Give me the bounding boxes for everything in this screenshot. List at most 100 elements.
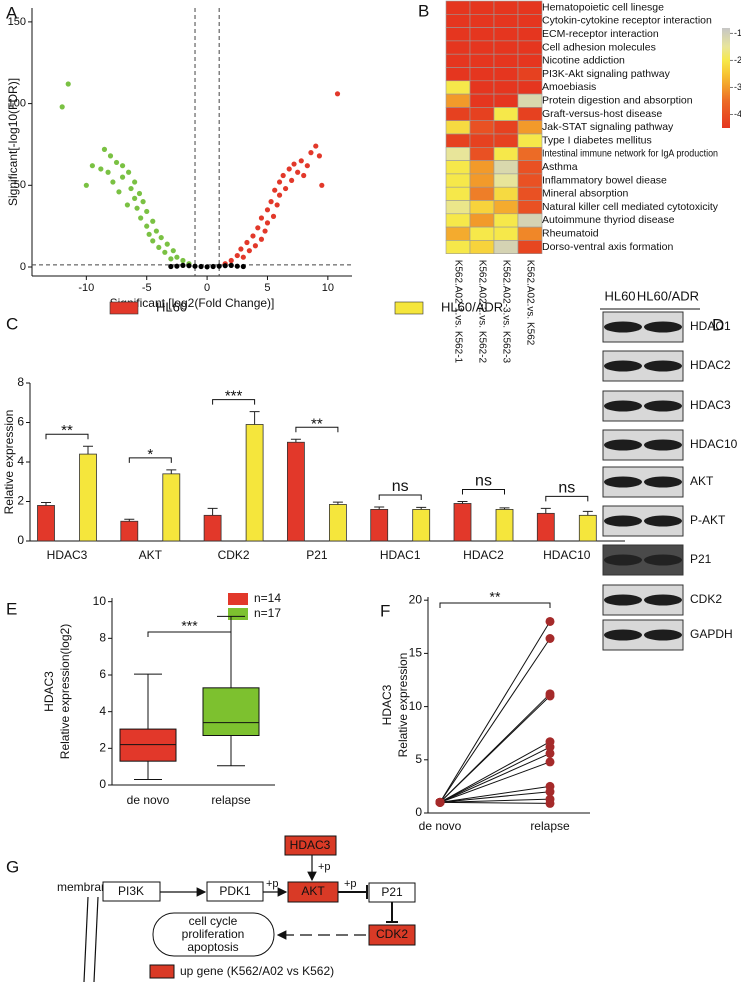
bar — [79, 453, 97, 542]
significance-label: ** — [311, 415, 323, 432]
point — [274, 202, 280, 208]
error-bar — [249, 411, 260, 425]
y-tick-label: 10 — [409, 699, 423, 713]
x-tick-label: HDAC2 — [463, 548, 504, 562]
significance-bracket — [378, 494, 422, 501]
y-axis-label: Relative expression — [396, 653, 410, 758]
point — [162, 249, 168, 255]
outcome-label: apoptosis — [187, 940, 238, 954]
row-label: Cell adhesion molecules — [542, 41, 656, 53]
bar — [412, 508, 431, 542]
point — [252, 243, 258, 249]
significance-label: ** — [61, 422, 73, 439]
y-tick-label: 8 — [17, 375, 24, 389]
significance-bracket — [45, 433, 89, 440]
bar — [162, 473, 181, 542]
point — [144, 208, 150, 215]
phos-label: +p — [344, 878, 357, 890]
heat-cell — [517, 53, 543, 68]
bar — [495, 508, 514, 542]
heat-cell — [493, 133, 519, 148]
point — [119, 163, 126, 169]
membrane-label: membrane — [57, 880, 115, 894]
heat-cell — [469, 80, 495, 95]
pair-line — [439, 695, 551, 803]
blot-band — [604, 400, 642, 412]
point — [222, 263, 228, 269]
point — [308, 150, 314, 156]
column-label: K562.A02-2.vs. K562-2 — [476, 260, 487, 364]
heat-cell — [445, 14, 471, 28]
node-label: HDAC3 — [290, 838, 331, 852]
point — [107, 153, 114, 159]
significance-label: ns — [475, 473, 492, 490]
error-bar — [124, 518, 135, 522]
point — [282, 185, 289, 192]
blot-band — [604, 360, 642, 372]
heat-cell — [445, 93, 471, 108]
point — [258, 215, 265, 221]
heat-cell — [469, 240, 495, 254]
heat-cell — [445, 80, 471, 95]
point — [128, 185, 134, 192]
y-tick-label: 0 — [415, 805, 422, 819]
point — [204, 264, 210, 270]
blot-band — [644, 321, 682, 333]
phos-label: +p — [266, 878, 279, 890]
heat-cell — [469, 14, 495, 28]
point — [89, 163, 95, 169]
node-label: PDK1 — [219, 884, 251, 898]
pair-line — [439, 791, 551, 803]
point — [150, 238, 156, 244]
heat-cell — [469, 40, 495, 55]
x-tick-label: 10 — [322, 282, 334, 294]
point — [298, 158, 304, 164]
row-label: Nicotine addiction — [542, 55, 625, 67]
blot-row-label: P21 — [690, 552, 712, 566]
heat-cell — [493, 53, 519, 68]
point — [83, 182, 89, 188]
row-label: Inflammatory bowel diease — [542, 174, 667, 186]
point — [186, 263, 192, 269]
point — [234, 263, 240, 269]
significance-bracket — [462, 489, 505, 495]
point — [240, 254, 246, 260]
y-tick-label: 5 — [415, 752, 422, 766]
x-tick-label: de novo — [127, 793, 170, 807]
heat-cell — [445, 173, 471, 188]
legend-label: HL60/ADR — [441, 299, 503, 314]
heat-cell — [517, 80, 543, 95]
error-bar — [207, 507, 218, 516]
heat-cell — [445, 40, 471, 55]
legend-label: n=17 — [254, 606, 281, 620]
whisker — [134, 673, 162, 730]
heat-cell — [445, 53, 471, 68]
point — [59, 104, 65, 110]
point — [132, 195, 138, 201]
heat-cell — [493, 27, 519, 42]
point — [319, 182, 325, 188]
x-tick-label: HDAC3 — [47, 548, 88, 562]
point — [158, 234, 164, 241]
heat-cell — [469, 200, 495, 215]
bar — [203, 514, 222, 542]
legend-swatch — [228, 593, 248, 605]
heat-cell — [517, 120, 543, 135]
legend-label: up gene (K562/A02 vs K562) — [180, 964, 334, 978]
x-tick-label: AKT — [139, 548, 163, 562]
blot-band — [604, 594, 642, 606]
point — [150, 218, 156, 224]
row-label: Jak-STAT signaling pathway — [542, 121, 674, 133]
point — [276, 179, 283, 185]
heat-cell — [445, 213, 471, 228]
point — [105, 169, 111, 175]
colorbar-tick-label: -2 — [734, 55, 741, 65]
bar — [286, 441, 305, 542]
blot-row-label: HDAC10 — [690, 437, 738, 451]
point — [164, 241, 170, 247]
blot-band — [604, 554, 642, 566]
heat-cell — [469, 213, 495, 228]
heat-cell — [469, 173, 495, 188]
row-label: Graft-versus-host disease — [542, 108, 662, 120]
